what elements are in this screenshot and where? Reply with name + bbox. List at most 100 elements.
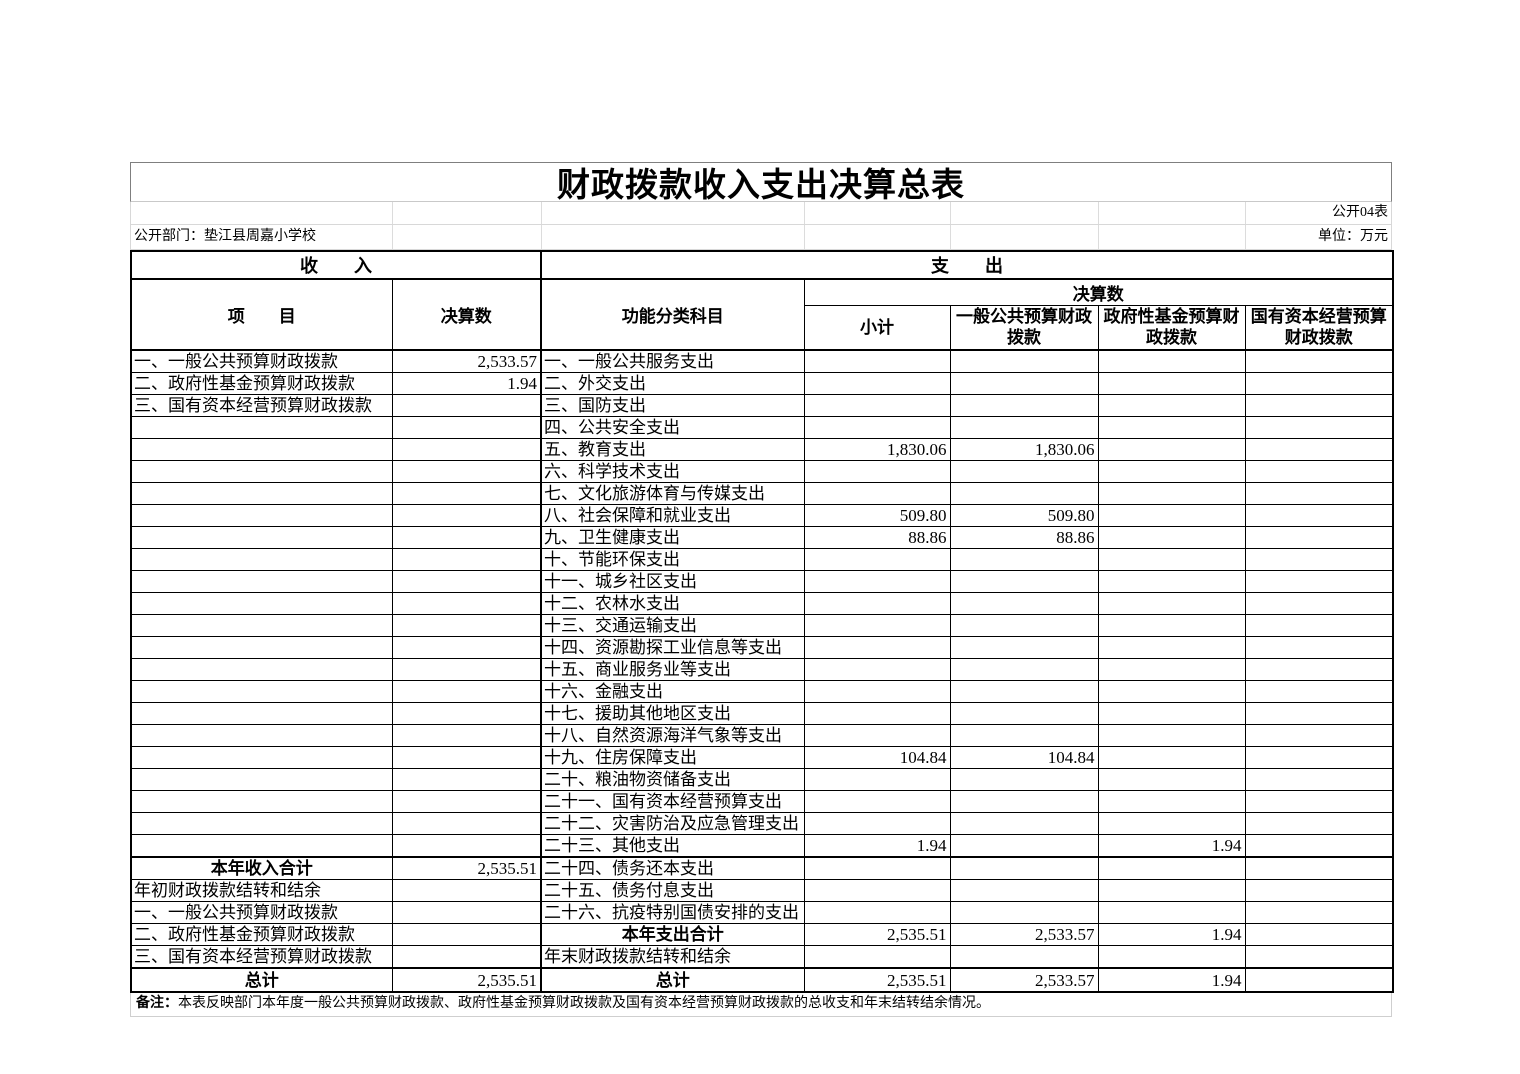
subtotal-cell <box>803 879 951 903</box>
expense-item-cell: 五、教育支出 <box>540 437 805 461</box>
expense-item-cell: 一、一般公共服务支出 <box>540 349 805 373</box>
unit-label: 单位：万元 <box>1318 229 1388 244</box>
table-row: 五、教育支出 1,830.06 1,830.06 <box>130 437 1394 461</box>
table-row: 七、文化旅游体育与传媒支出 <box>130 481 1394 505</box>
income-value-cell <box>391 679 542 703</box>
state-capital-cell <box>1244 393 1394 417</box>
general-budget-cell <box>949 767 1099 791</box>
state-capital-cell <box>1244 967 1394 993</box>
state-capital-cell <box>1244 856 1394 881</box>
general-budget-cell <box>949 811 1099 835</box>
table-row: 二、政府性基金预算财政拨款 1.94 二、外交支出 <box>130 371 1394 395</box>
expense-item-cell: 十五、商业服务业等支出 <box>540 657 805 681</box>
general-budget-cell <box>949 657 1099 681</box>
title-block: 财政拨款收入支出决算总表 <box>130 162 1392 203</box>
col-header-final-group: 决算数 <box>803 278 1394 306</box>
expense-item-cell: 二十三、其他支出 <box>540 833 805 858</box>
gov-fund-cell <box>1097 481 1246 505</box>
gov-fund-cell <box>1097 525 1246 549</box>
gov-fund-cell <box>1097 901 1246 925</box>
gov-fund-cell <box>1097 569 1246 593</box>
expense-item-cell: 二十六、抗疫特别国债安排的支出 <box>540 901 805 925</box>
subtotal-cell <box>803 371 951 395</box>
gov-fund-cell <box>1097 856 1246 881</box>
income-value-cell <box>391 525 542 549</box>
gov-fund-cell <box>1097 879 1246 903</box>
income-value-cell <box>391 393 542 417</box>
table-row: 十三、交通运输支出 <box>130 613 1394 637</box>
subtotal-cell: 2,535.51 <box>803 923 951 947</box>
general-budget-cell <box>949 833 1099 858</box>
state-capital-cell <box>1244 569 1394 593</box>
table-row: 一、一般公共预算财政拨款 2,533.57 一、一般公共服务支出 <box>130 349 1394 373</box>
income-item-cell: 一、一般公共预算财政拨款 <box>130 901 393 925</box>
general-budget-cell: 1,830.06 <box>949 437 1099 461</box>
gov-fund-cell <box>1097 657 1246 681</box>
subtotal-cell <box>803 901 951 925</box>
general-budget-cell <box>949 679 1099 703</box>
income-item-cell: 本年收入合计 <box>130 856 393 881</box>
table-row: 二十、粮油物资储备支出 <box>130 767 1394 791</box>
table-row: 二十一、国有资本经营预算支出 <box>130 789 1394 813</box>
subtotal-cell <box>803 547 951 571</box>
table-row: 十八、自然资源海洋气象等支出 <box>130 723 1394 747</box>
income-item-cell <box>130 657 393 681</box>
income-value-cell <box>391 901 542 925</box>
gov-fund-cell <box>1097 349 1246 373</box>
general-budget-cell <box>949 945 1099 969</box>
gov-fund-cell <box>1097 437 1246 461</box>
income-item-cell <box>130 481 393 505</box>
income-value-cell <box>391 613 542 637</box>
subtotal-cell: 104.84 <box>803 745 951 769</box>
general-budget-cell <box>949 613 1099 637</box>
table-row: 十六、金融支出 <box>130 679 1394 703</box>
col-header-function: 功能分类科目 <box>540 278 805 351</box>
income-item-cell <box>130 745 393 769</box>
state-capital-cell <box>1244 613 1394 637</box>
table-row: 十七、援助其他地区支出 <box>130 701 1394 725</box>
expense-item-cell: 九、卫生健康支出 <box>540 525 805 549</box>
income-item-cell <box>130 547 393 571</box>
income-value-cell <box>391 635 542 659</box>
table-row: 十二、农林水支出 <box>130 591 1394 615</box>
income-value-cell <box>391 415 542 439</box>
general-budget-cell <box>949 591 1099 615</box>
income-item-cell: 总计 <box>130 967 393 993</box>
table-row: 三、国有资本经营预算财政拨款 三、国防支出 <box>130 393 1394 417</box>
gov-fund-cell <box>1097 789 1246 813</box>
income-value-cell: 2,535.51 <box>391 856 542 881</box>
income-value-cell: 2,535.51 <box>391 967 542 993</box>
income-value-cell <box>391 547 542 571</box>
column-header-row-2: 小计 一般公共预算财政拨款 政府性基金预算财政拨款 国有资本经营预算财政拨款 <box>131 305 1394 351</box>
income-value-cell <box>391 503 542 527</box>
table-row: 四、公共安全支出 <box>130 415 1394 439</box>
table-row: 十九、住房保障支出 104.84 104.84 <box>130 745 1394 769</box>
gov-fund-cell <box>1097 945 1246 969</box>
subtotal-cell <box>803 679 951 703</box>
gov-fund-cell <box>1097 613 1246 637</box>
subtotal-cell <box>803 481 951 505</box>
subtotal-cell <box>803 393 951 417</box>
gov-fund-cell: 1.94 <box>1097 967 1246 993</box>
subtotal-cell: 88.86 <box>803 525 951 549</box>
general-budget-cell <box>949 901 1099 925</box>
section-header-row: 收 入 支 出 <box>130 250 1394 280</box>
income-value-cell <box>391 701 542 725</box>
general-budget-cell <box>949 393 1099 417</box>
income-item-cell <box>130 591 393 615</box>
col-header-state-capital: 国有资本经营预算财政拨款 <box>1244 305 1394 351</box>
subtotal-cell <box>803 613 951 637</box>
income-item-cell <box>130 811 393 835</box>
gov-fund-cell <box>1097 723 1246 747</box>
expense-item-cell: 二十四、债务还本支出 <box>540 856 805 881</box>
fiscal-report-sheet: 财政拨款收入支出决算总表 公开04表 公开部门：垫江县周嘉小学校 单位：万元 收… <box>130 162 1395 1017</box>
state-capital-cell <box>1244 371 1394 395</box>
general-budget-cell: 104.84 <box>949 745 1099 769</box>
gov-fund-cell <box>1097 701 1246 725</box>
income-item-cell <box>130 613 393 637</box>
expense-item-cell: 二、外交支出 <box>540 371 805 395</box>
table-row: 二、政府性基金预算财政拨款 本年支出合计 2,535.51 2,533.57 1.94 <box>130 923 1394 947</box>
general-budget-cell <box>949 856 1099 881</box>
subtotal-cell <box>803 657 951 681</box>
income-value-cell <box>391 481 542 505</box>
